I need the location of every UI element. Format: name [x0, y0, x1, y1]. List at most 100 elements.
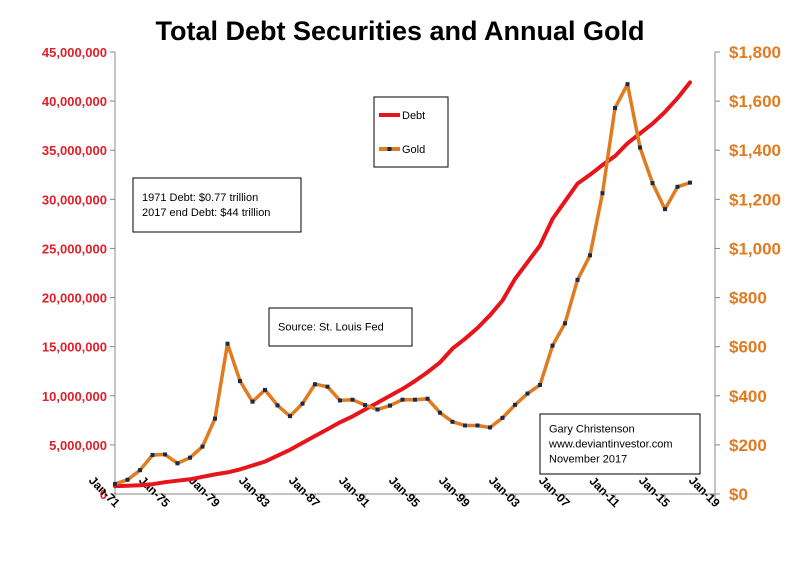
gold-data-point	[225, 341, 230, 346]
gold-data-point	[525, 391, 530, 396]
x-tick-label: Jan-19	[686, 473, 723, 510]
gold-data-point	[238, 379, 242, 384]
gold-data-point	[338, 398, 342, 403]
y-right-tick-label: $1,200	[729, 190, 781, 209]
gold-data-point	[288, 414, 292, 419]
gold-data-point	[213, 416, 217, 421]
annotation-line: November 2017	[549, 454, 627, 466]
gold-data-point	[438, 410, 442, 415]
gold-data-point	[363, 403, 367, 408]
annotation-line: 2017 end Debt: $44 trillion	[142, 207, 270, 219]
annotation-frame	[539, 413, 701, 475]
gold-data-point	[175, 461, 180, 466]
gold-data-point	[263, 387, 267, 392]
gold-data-point	[113, 481, 117, 486]
x-tick-label: Jan-95	[386, 473, 423, 510]
chart-title: Total Debt Securities and Annual Gold	[155, 16, 644, 46]
y-left-tick-label: 40,000,000	[42, 94, 107, 109]
gold-data-point	[250, 399, 255, 404]
gold-data-point	[188, 455, 192, 460]
annotation-line: www.deviantinvestor.com	[548, 439, 673, 451]
legend: Debt Gold	[373, 96, 449, 168]
gold-data-point	[613, 105, 617, 110]
gold-data-point	[150, 452, 155, 457]
gold-data-point	[413, 397, 417, 402]
gold-data-point	[425, 396, 430, 401]
x-tick-label: Jan-03	[486, 473, 523, 510]
annotation-box: 1971 Debt: $0.77 trillion 2017 end Debt: …	[132, 177, 302, 233]
gold-data-point	[138, 468, 142, 473]
gold-data-point	[650, 181, 655, 186]
gold-data-point	[388, 403, 392, 408]
series-layer	[113, 80, 692, 489]
series-debt-line	[113, 80, 692, 489]
gold-data-point	[375, 407, 380, 412]
gold-data-point	[550, 343, 555, 348]
gold-data-point	[638, 145, 642, 150]
y-right-tick-label: $1,400	[729, 141, 781, 160]
gold-data-point	[300, 401, 305, 406]
y-left-tick-label: 20,000,000	[42, 291, 107, 306]
y-left-tick-label: 25,000,000	[42, 241, 107, 256]
gold-data-point	[600, 191, 605, 196]
annotations: 1971 Debt: $0.77 trillion 2017 end Debt: …	[132, 177, 701, 475]
x-tick-label: Jan-15	[636, 473, 673, 510]
y-left-tick-label: 45,000,000	[42, 45, 107, 60]
gold-data-point	[575, 277, 580, 282]
annotation-line: Source: St. Louis Fed	[278, 322, 384, 334]
y-left-tick-label: 15,000,000	[42, 340, 107, 355]
y-left-tick-label: 5,000,000	[49, 438, 107, 453]
gold-data-point	[463, 423, 467, 428]
x-tick-label: Jan-99	[436, 473, 473, 510]
gold-data-point	[400, 397, 405, 402]
gold-data-point	[275, 403, 280, 408]
x-tick-label: Jan-11	[586, 474, 623, 511]
gold-data-point	[500, 415, 505, 420]
gold-data-point	[475, 423, 480, 428]
gold-data-point	[163, 452, 167, 457]
gold-data-point	[675, 184, 680, 189]
y-left-tick-label: 10,000,000	[42, 389, 107, 404]
x-tick-label: Jan-75	[136, 473, 173, 510]
legend-label-debt: Debt	[402, 110, 425, 122]
gold-data-point	[125, 477, 130, 482]
y-right-tick-label: $400	[729, 387, 767, 406]
legend-label-gold: Gold	[402, 144, 425, 156]
x-tick-label: Jan-87	[286, 473, 323, 510]
y-left-tick-label: 35,000,000	[42, 143, 107, 158]
annotation-line: 1971 Debt: $0.77 trillion	[142, 192, 258, 204]
series-gold	[113, 82, 692, 486]
annotation-frame	[268, 307, 413, 347]
annotation-box: Source: St. Louis Fed	[268, 307, 413, 347]
legend-frame	[373, 96, 449, 168]
y-right-tick-label: $1,000	[729, 239, 781, 258]
gold-data-point	[663, 207, 667, 212]
y-left-tick-label: 0	[100, 487, 107, 502]
x-tick-label: Jan-91	[336, 473, 373, 510]
gold-data-point	[538, 382, 542, 387]
gold-data-point	[625, 82, 630, 87]
x-tick-label: Jan-83	[236, 473, 273, 510]
y-right-tick-label: $0	[729, 485, 748, 504]
gold-data-point	[313, 382, 317, 387]
y-right-tick-label: $800	[729, 289, 767, 308]
x-tick-label: Jan-71	[86, 473, 123, 510]
gold-data-point	[200, 444, 205, 449]
annotation-frame	[132, 177, 302, 233]
y-right-tick-label: $1,800	[729, 43, 781, 62]
legend-marker-gold	[387, 147, 392, 151]
annotation-line: Gary Christenson	[549, 424, 635, 436]
x-tick-label: Jan-07	[536, 473, 573, 510]
y-left-tick-label: 30,000,000	[42, 192, 107, 207]
gold-data-point	[488, 425, 492, 430]
y-right-tick-label: $600	[729, 338, 767, 357]
gold-data-point	[450, 419, 455, 424]
gold-data-point	[688, 180, 692, 185]
series-debt	[113, 80, 692, 489]
y-right-tick-label: $1,600	[729, 92, 781, 111]
y-right-tick-label: $200	[729, 436, 767, 455]
annotation-box: Gary Christenson www.deviantinvestor.com N…	[539, 413, 701, 475]
gold-data-point	[513, 402, 517, 407]
